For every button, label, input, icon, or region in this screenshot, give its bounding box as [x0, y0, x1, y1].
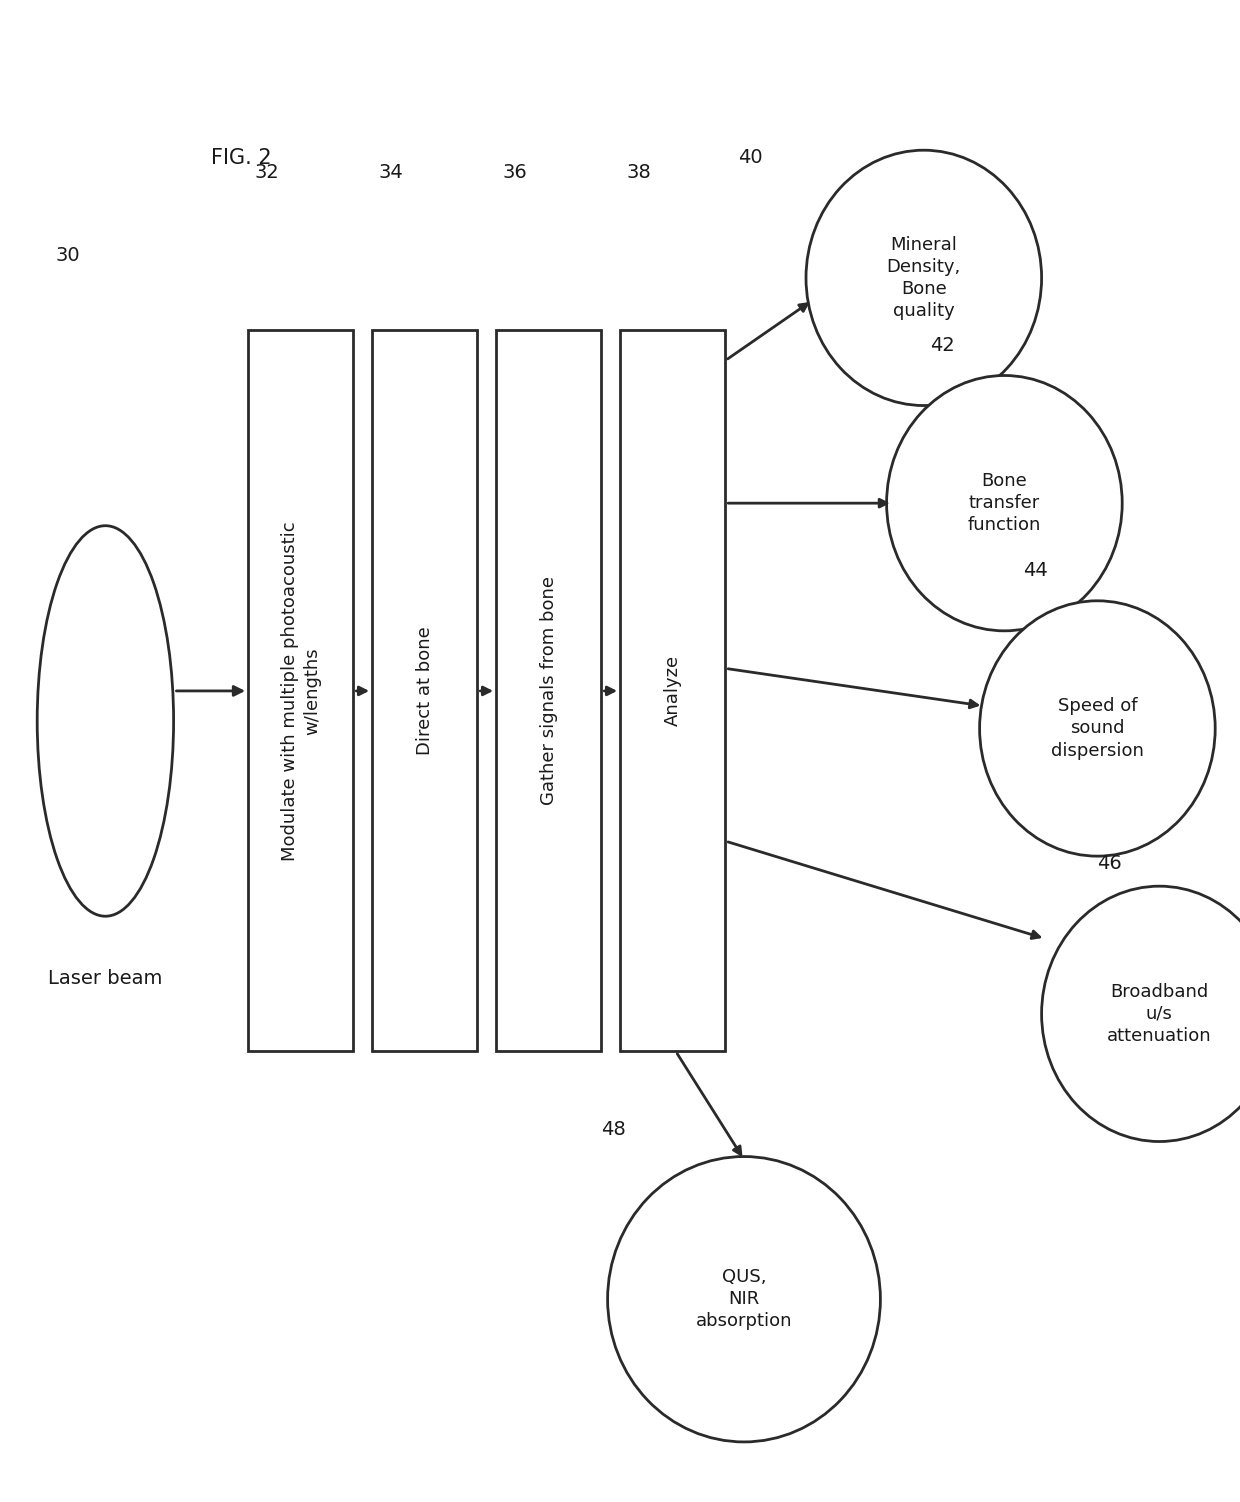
Text: Broadband
u/s
attenuation: Broadband u/s attenuation [1107, 982, 1211, 1045]
Ellipse shape [806, 150, 1042, 406]
Text: Analyze: Analyze [663, 655, 682, 727]
Bar [372, 330, 477, 1051]
Text: Modulate with multiple photoacoustic
w/lengths: Modulate with multiple photoacoustic w/l… [280, 521, 321, 861]
Text: Direct at bone: Direct at bone [415, 626, 434, 756]
Text: Speed of
sound
dispersion: Speed of sound dispersion [1052, 697, 1143, 760]
Text: 42: 42 [930, 336, 955, 354]
Text: 38: 38 [626, 164, 651, 182]
Text: 36: 36 [502, 164, 527, 182]
Bar [496, 330, 601, 1051]
Text: QUS,
NIR
absorption: QUS, NIR absorption [696, 1268, 792, 1331]
Text: Mineral
Density,
Bone
quality: Mineral Density, Bone quality [887, 236, 961, 320]
Ellipse shape [37, 526, 174, 916]
Text: Bone
transfer
function: Bone transfer function [967, 472, 1042, 535]
Bar [620, 330, 725, 1051]
Text: 32: 32 [254, 164, 279, 182]
Text: Laser beam: Laser beam [48, 969, 162, 988]
Text: Gather signals from bone: Gather signals from bone [539, 577, 558, 805]
Text: 34: 34 [378, 164, 403, 182]
Text: 40: 40 [738, 149, 763, 167]
Text: 48: 48 [601, 1120, 626, 1139]
Ellipse shape [980, 601, 1215, 856]
Bar [248, 330, 353, 1051]
Text: 46: 46 [1097, 855, 1122, 873]
Ellipse shape [887, 376, 1122, 631]
Text: 30: 30 [56, 246, 81, 264]
Text: 44: 44 [1023, 562, 1048, 580]
Text: FIG. 2: FIG. 2 [212, 147, 272, 168]
Ellipse shape [608, 1157, 880, 1442]
Ellipse shape [1042, 886, 1240, 1142]
